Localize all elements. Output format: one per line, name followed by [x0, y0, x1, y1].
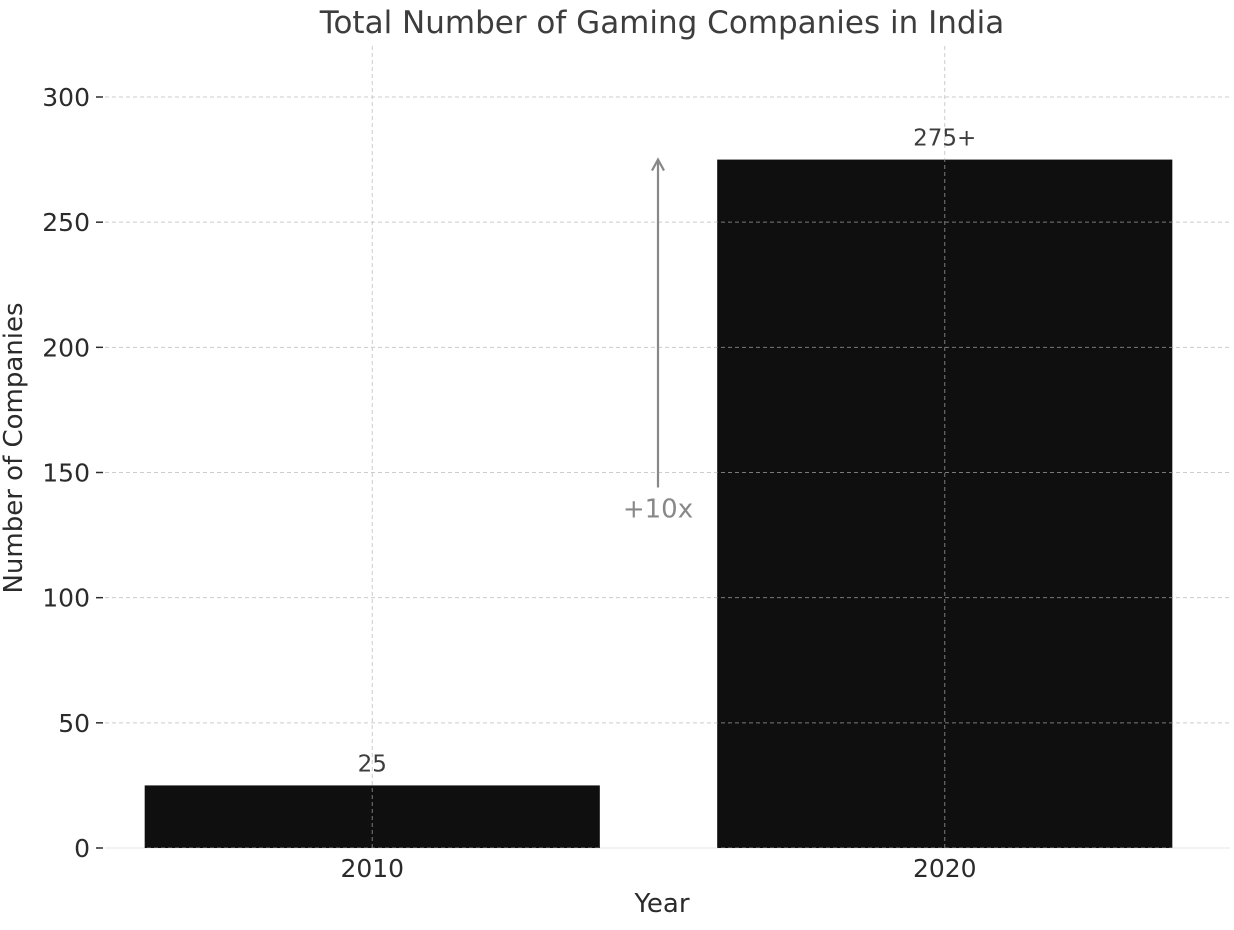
data-label-2020: 275+	[913, 126, 976, 152]
data-label-2010: 25	[358, 751, 387, 777]
growth-arrow-head	[651, 157, 665, 172]
y-tick-label: 0	[74, 834, 90, 863]
y-tick-label: 100	[42, 584, 90, 613]
y-tick-label: 250	[42, 208, 90, 237]
chart-title: Total Number of Gaming Companies in Indi…	[319, 5, 1004, 41]
y-tick-label: 200	[42, 333, 90, 362]
x-tick-label: 2010	[340, 854, 404, 883]
x-axis: 2010 2020	[340, 854, 976, 883]
growth-annotation: +10x	[623, 157, 693, 524]
data-labels: 25 275+	[358, 126, 977, 778]
y-axis: 0 50 100 150 200 250 300	[42, 83, 103, 863]
y-tick-label: 50	[58, 709, 90, 738]
y-axis-label: Number of Companies	[0, 302, 29, 593]
x-axis-label: Year	[633, 889, 689, 919]
x-tick-label: 2020	[913, 854, 977, 883]
y-tick-label: 300	[42, 83, 90, 112]
y-tick-label: 150	[42, 459, 90, 488]
growth-annotation-label: +10x	[623, 494, 693, 524]
